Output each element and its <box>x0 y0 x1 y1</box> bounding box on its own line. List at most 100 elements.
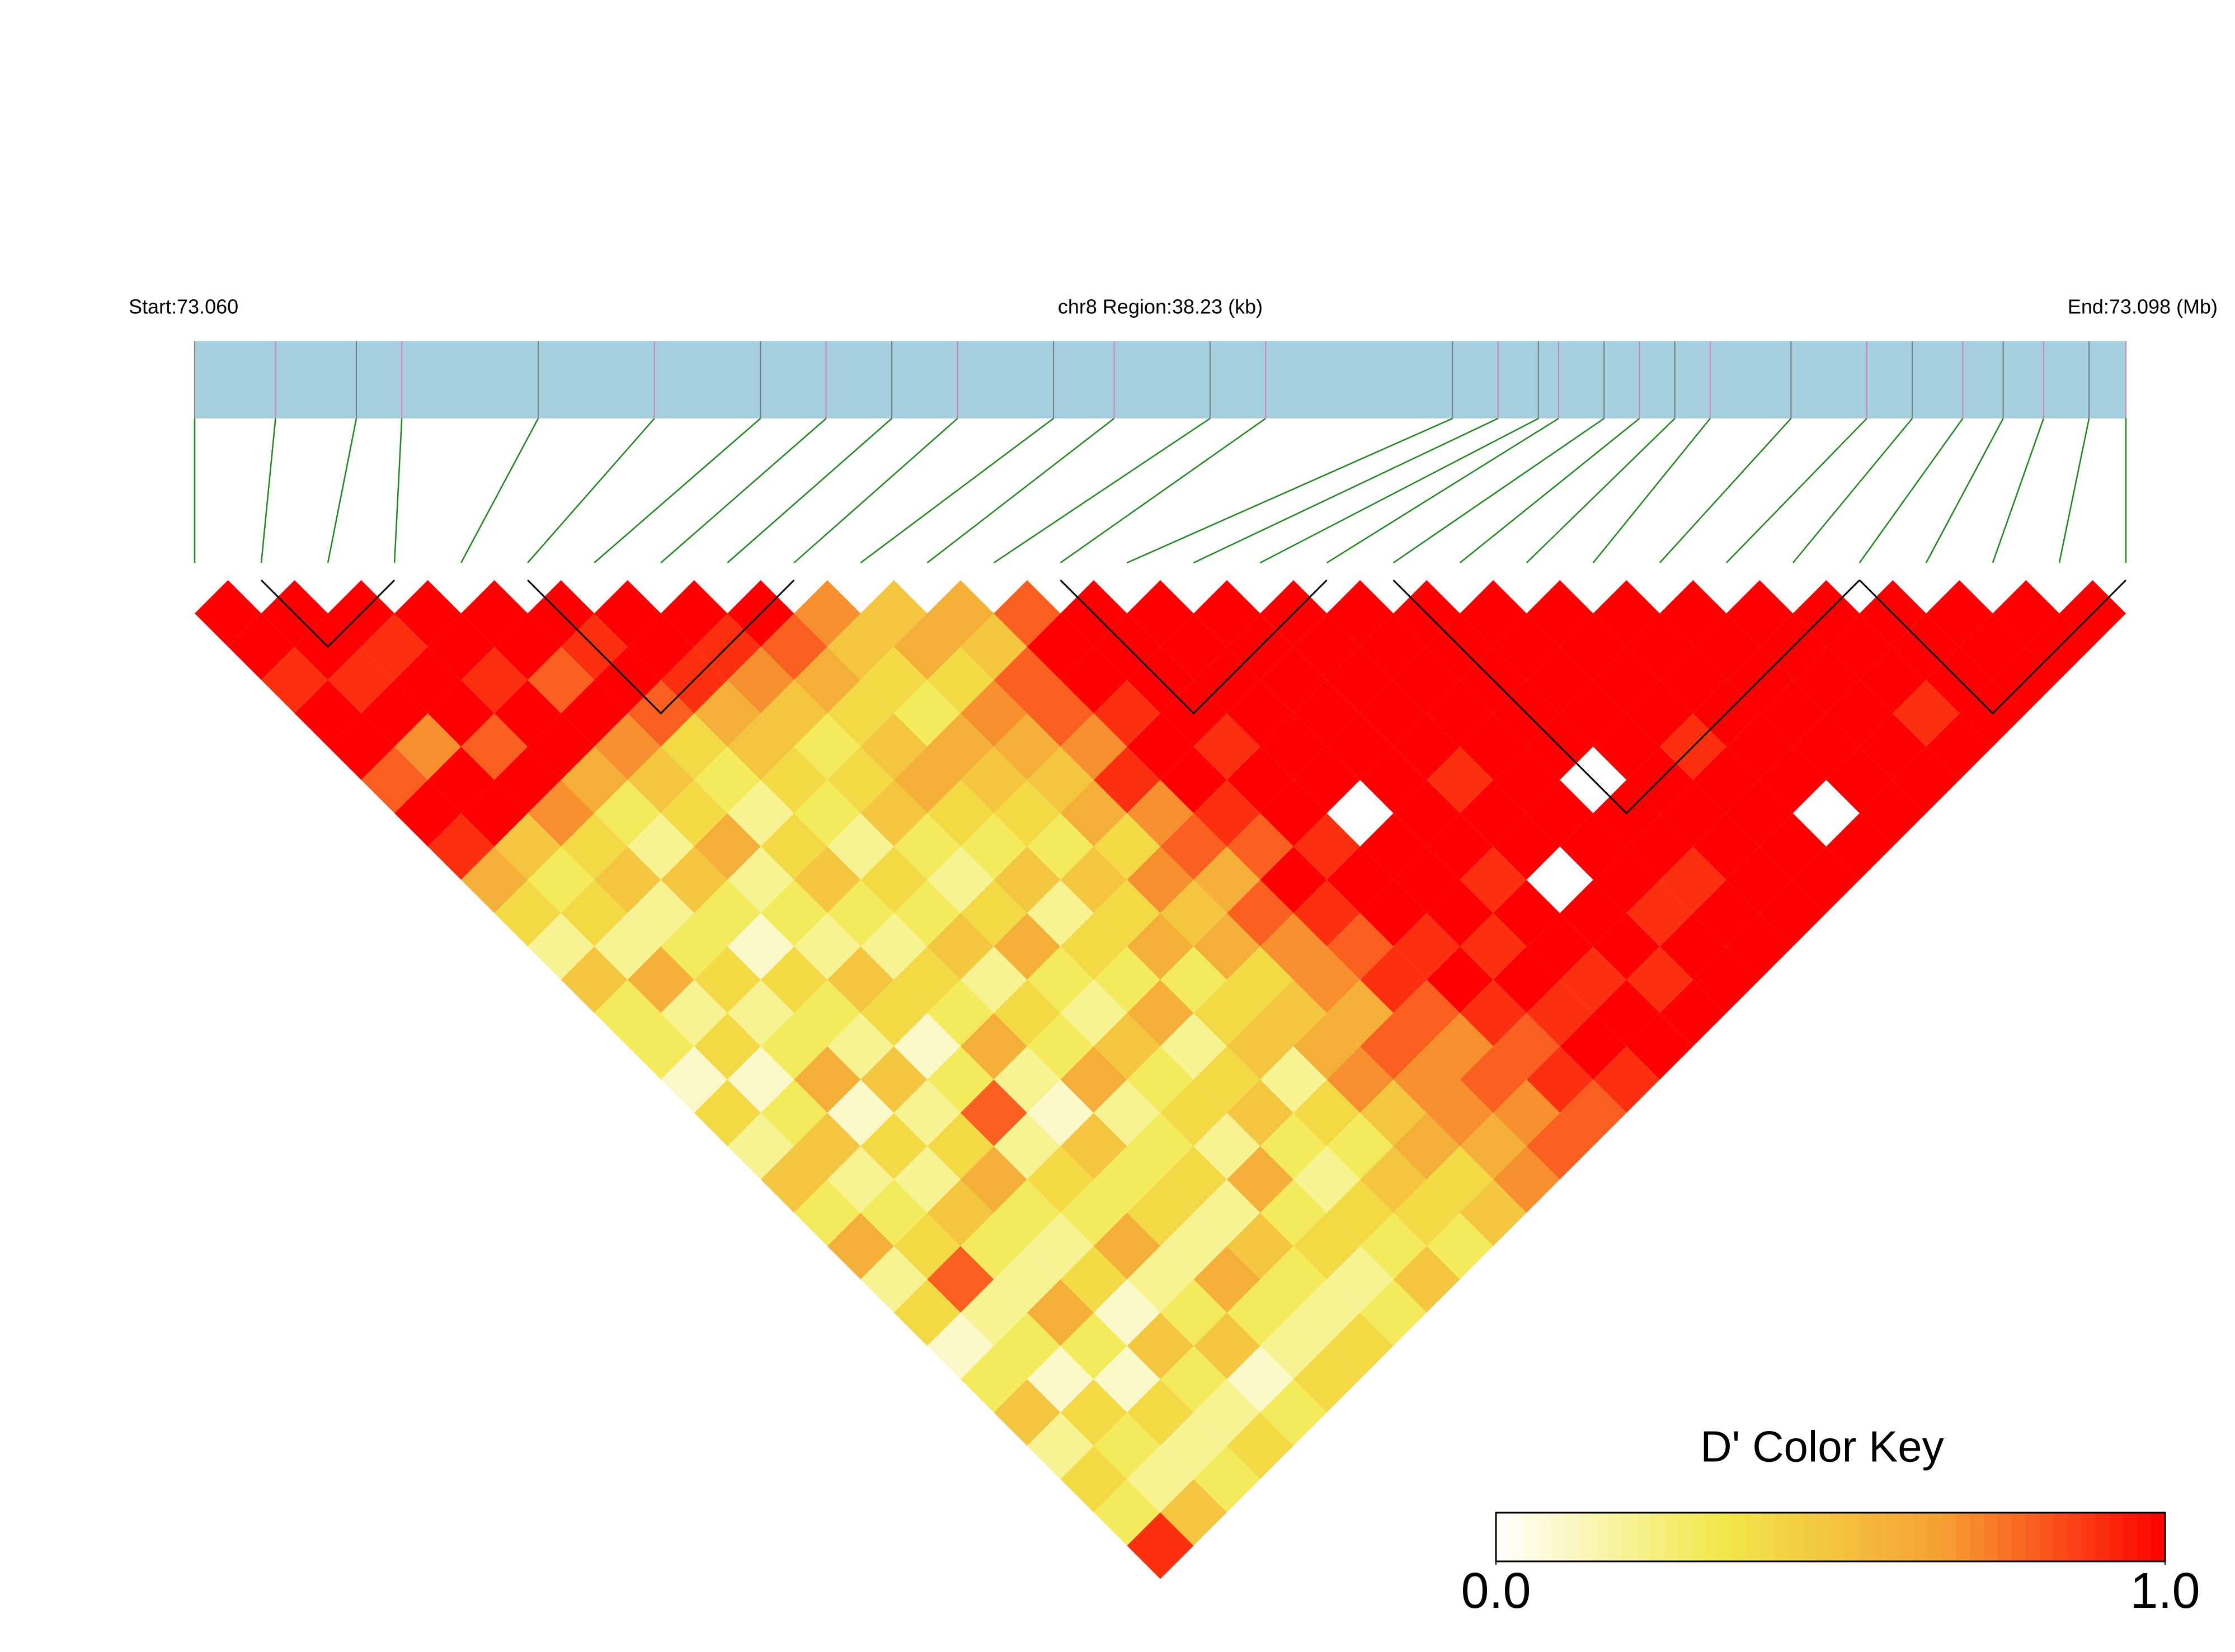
ld-cell <box>1693 946 1760 1013</box>
ld-cell <box>461 713 528 780</box>
colorkey-step <box>1998 1513 2012 1561</box>
ld-cell <box>1460 846 1527 914</box>
colorkey-step <box>1523 1513 1538 1561</box>
ld-cell <box>960 1013 1027 1080</box>
ld-cell <box>661 780 728 847</box>
ld-cell <box>361 680 428 747</box>
ld-cell <box>794 980 861 1047</box>
ld-cell <box>1093 1412 1160 1479</box>
ld-cell <box>1193 980 1260 1047</box>
ld-cell <box>1293 746 1361 813</box>
snp-connector <box>1858 418 1964 563</box>
ld-cell <box>1460 713 1527 780</box>
ld-cell <box>694 746 761 813</box>
ld-cell <box>1093 946 1160 1013</box>
ld-cell <box>1293 813 1361 880</box>
snp-connector <box>1126 417 1453 564</box>
ld-cell <box>994 580 1061 647</box>
ld-cell <box>893 813 961 880</box>
ld-cell <box>1893 746 1960 813</box>
ld-cell <box>1260 1113 1327 1180</box>
colorkey-step <box>1844 1513 1859 1561</box>
ld-cell <box>1127 1046 1194 1113</box>
snp-connector <box>660 418 827 563</box>
snp-connector <box>1392 417 1605 564</box>
ld-cell <box>195 580 262 647</box>
region-label: chr8 Region:38.23 (kb) <box>1058 295 1263 318</box>
ld-cell <box>1260 713 1327 780</box>
ld-cell <box>727 846 794 914</box>
ld-cell <box>694 1079 761 1146</box>
ld-cell <box>1060 713 1127 780</box>
colorkey-step <box>2053 1513 2068 1561</box>
ld-cell <box>1659 913 1726 980</box>
ld-cell <box>694 1013 761 1080</box>
ld-cell <box>1127 1379 1194 1446</box>
ld-cell <box>860 1179 928 1246</box>
colorkey-step <box>1621 1513 1636 1561</box>
ld-cell <box>1360 1279 1427 1346</box>
ld-cell <box>1360 680 1427 747</box>
ld-cell <box>1326 846 1394 914</box>
ld-cell <box>1427 813 1494 880</box>
colorkey-title: D' Color Key <box>1700 1422 1944 1471</box>
ld-cell <box>827 946 894 1013</box>
snp-connector <box>1326 417 1559 564</box>
ld-cell <box>1360 1146 1427 1213</box>
ld-cell <box>1293 613 1361 680</box>
snp-connector <box>594 418 761 563</box>
colorkey-frame <box>1495 1512 2166 1562</box>
ld-cell <box>1659 647 1726 714</box>
ld-cell <box>927 980 994 1047</box>
ld-cell <box>1060 1046 1127 1113</box>
ld-cell <box>1060 913 1127 980</box>
ld-cell <box>1526 580 1593 647</box>
snp-connector <box>1526 418 1676 563</box>
ld-cell <box>1493 946 1560 1013</box>
ld-cell <box>1460 1179 1527 1246</box>
ld-cell <box>860 913 928 980</box>
ld-cell <box>927 1113 994 1180</box>
ld-cell <box>1193 1312 1260 1380</box>
ld-cell <box>561 746 628 813</box>
ld-cell <box>561 879 628 947</box>
ld-cell <box>794 780 861 847</box>
snp-connector <box>1592 418 1711 563</box>
ld-cell <box>1193 580 1260 647</box>
ld-cell <box>461 580 528 647</box>
ld-cell <box>1893 680 1960 747</box>
ld-cell <box>1160 1345 1227 1413</box>
ld-cell <box>1659 780 1726 847</box>
snp-connector <box>1193 417 1499 564</box>
snp-track <box>195 341 2126 418</box>
ld-cell <box>1093 1345 1160 1413</box>
ld-cell <box>528 713 595 780</box>
ld-cell <box>661 713 728 780</box>
colorkey-step <box>1663 1513 1678 1561</box>
colorkey-step <box>1691 1513 1706 1561</box>
ld-cell <box>1193 713 1260 780</box>
ld-cell <box>1360 1079 1427 1146</box>
ld-cell <box>727 1113 794 1180</box>
ld-cell <box>1393 780 1460 847</box>
ld-cell <box>1792 846 1860 914</box>
colorkey-step <box>1579 1513 1594 1561</box>
ld-cell <box>528 780 595 847</box>
colorkey-step <box>1537 1513 1552 1561</box>
ld-cell <box>1560 813 1627 880</box>
ld-cell <box>1526 1046 1593 1113</box>
ld-cell <box>1127 713 1194 780</box>
colorkey-step <box>2081 1513 2096 1561</box>
ld-cell <box>1193 1179 1260 1246</box>
ld-cell <box>1060 1113 1127 1180</box>
colorkey-step <box>1984 1513 1998 1561</box>
ld-cell <box>960 1345 1027 1413</box>
ld-cell <box>461 647 528 714</box>
ld-cell <box>1726 913 1793 980</box>
ld-cell <box>1127 846 1194 914</box>
ld-cell <box>1326 713 1394 780</box>
ld-cell <box>1027 1345 1094 1413</box>
ld-cell <box>594 780 661 847</box>
colorkey-step <box>1733 1513 1747 1561</box>
ld-cell <box>1293 1345 1361 1413</box>
